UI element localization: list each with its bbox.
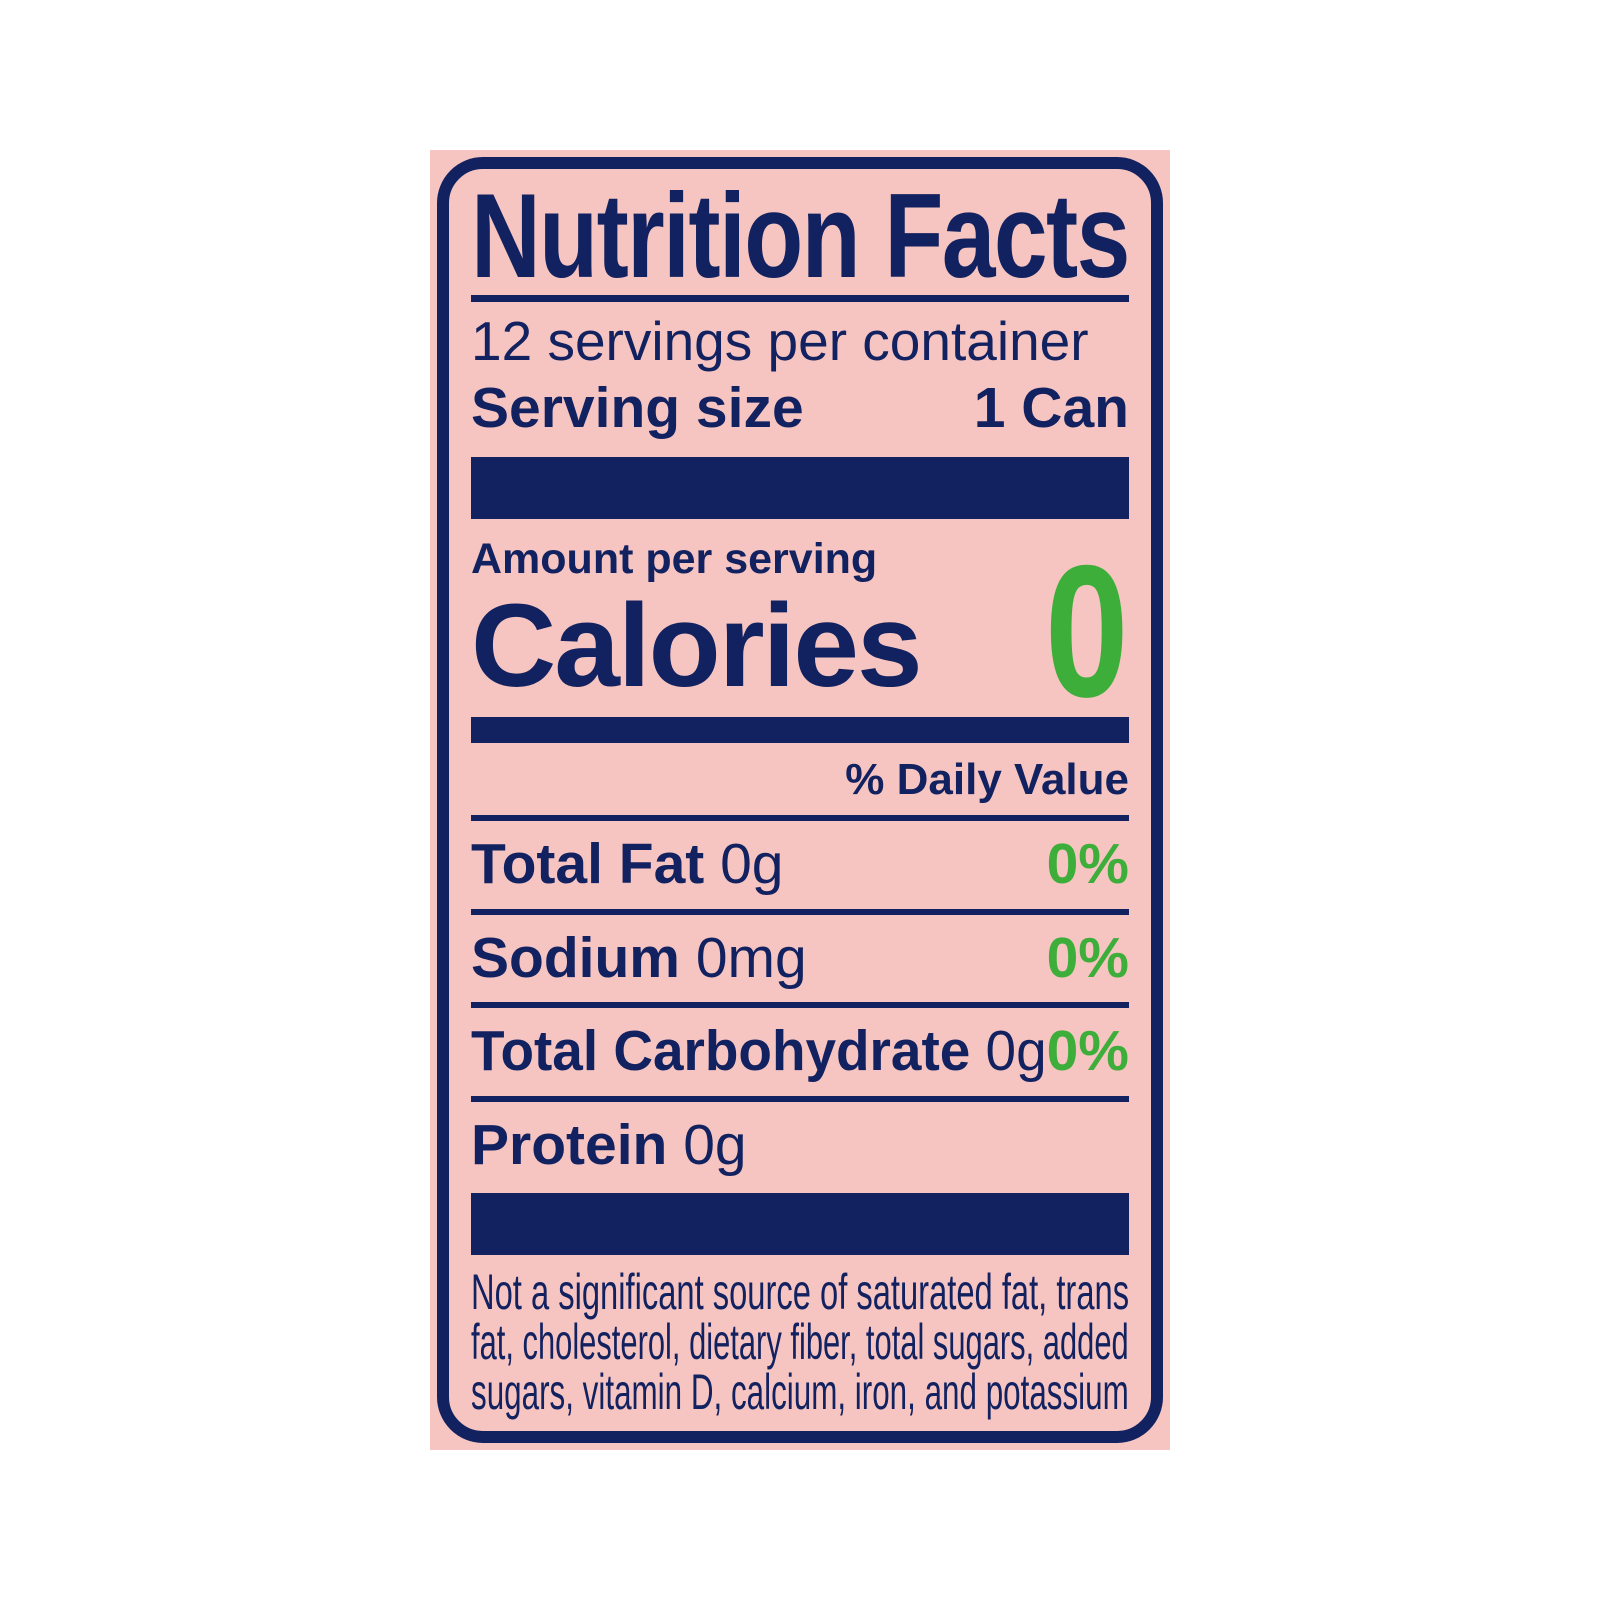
nutrition-label-border: Nutrition Facts 12 servings per containe… [437,157,1163,1443]
calories-divider [471,716,1129,743]
serving-size-label: Serving size [471,376,804,441]
daily-value-divider [471,815,1129,822]
separator-bar-bottom [471,1193,1129,1256]
nutrient-name: Protein [471,1112,668,1177]
row-divider [471,1095,1129,1102]
nutrient-daily-value: 0% [1046,1019,1129,1084]
serving-size-value: 1 Can [973,376,1129,441]
nutrient-row-total-carbohydrate: Total Carbohydrate 0g 0% [471,1008,1129,1096]
nutrient-amount: 0g [985,1019,1047,1084]
nutrient-row-total-fat: Total Fat 0g 0% [471,821,1129,909]
footnote-line: sugars, vitamin D, calcium, iron, and po… [471,1364,1129,1421]
nutrient-name: Total Carbohydrate [471,1019,971,1084]
nutrient-daily-value: 0% [1046,925,1129,990]
nutrition-facts-title-text: Nutrition Facts [471,169,1130,303]
daily-value-header: % Daily Value [845,754,1129,804]
row-divider [471,908,1129,915]
nutrient-amount: 0g [720,832,784,897]
nutrient-daily-value: 0% [1046,832,1129,897]
serving-size-row: Serving size 1 Can [471,376,1129,441]
separator-bar-top [471,457,1129,520]
nutrient-row-protein: Protein 0g [471,1102,1129,1190]
footnote-line: Not a significant source of saturated fa… [471,1264,1130,1321]
title-divider [471,295,1129,302]
nutrition-label-card: Nutrition Facts 12 servings per containe… [430,150,1170,1450]
nutrition-label-content: Nutrition Facts 12 servings per containe… [449,169,1151,1431]
nutrient-name: Total Fat [471,832,705,897]
nutrient-row-sodium: Sodium 0mg 0% [471,915,1129,1003]
amount-per-serving-label: Amount per serving [471,535,878,584]
servings-per-container: 12 servings per container [471,310,1089,372]
calories-row: Calories 0 [471,537,1129,725]
nutrient-name: Sodium [471,925,680,990]
nutrient-amount: 0mg [695,925,807,990]
nutrition-facts-title: Nutrition Facts [471,169,1130,303]
calories-value: 0 [1045,526,1129,737]
footnote: Not a significant source of saturated fa… [471,1267,1129,1417]
footnote-line: fat, cholesterol, dietary fiber, total s… [471,1314,1129,1371]
nutrient-amount: 0g [683,1112,747,1177]
row-divider [471,1002,1129,1009]
calories-label: Calories [471,579,923,712]
